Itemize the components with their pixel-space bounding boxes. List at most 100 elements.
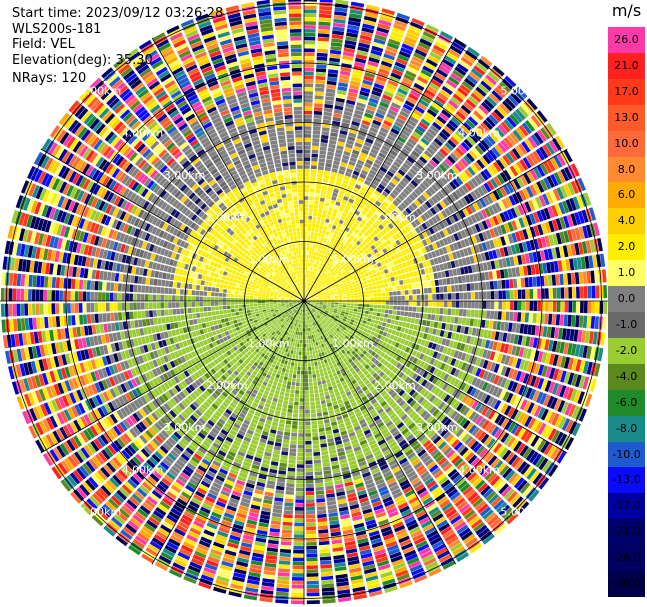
range-gate (373, 248, 379, 254)
range-gate (365, 222, 371, 229)
range-gate (390, 31, 404, 39)
range-gate (451, 301, 456, 308)
range-gate (347, 238, 353, 244)
range-gate (326, 84, 336, 90)
range-gate (432, 44, 446, 54)
range-gate (308, 282, 310, 287)
range-gate (337, 279, 342, 283)
range-gate (322, 462, 331, 467)
range-gate (332, 26, 345, 32)
range-gate (306, 530, 317, 535)
range-gate (434, 314, 440, 321)
range-gate (327, 76, 338, 82)
range-gate (401, 107, 411, 115)
range-gate (312, 255, 316, 260)
range-gate (318, 244, 322, 249)
range-gate (305, 274, 307, 278)
range-gate (506, 301, 510, 310)
range-gate (386, 170, 395, 178)
range-gate (338, 219, 344, 225)
range-gate (304, 95, 313, 99)
start-time-label: Start time: 2023/09/12 03:26:28 (12, 6, 224, 21)
range-gate (338, 267, 343, 272)
range-gate (285, 420, 292, 425)
range-gate (321, 131, 330, 136)
range-gate (500, 139, 510, 151)
range-gate (319, 154, 326, 159)
range-gate (447, 293, 452, 300)
range-gate (304, 21, 316, 25)
range-gate (293, 370, 297, 375)
range-gate (358, 303, 362, 307)
range-gate (312, 142, 320, 147)
range-gate (406, 156, 416, 164)
range-gate (333, 252, 338, 257)
range-gate (324, 269, 328, 274)
range-gate (482, 154, 492, 165)
range-gate (489, 281, 494, 290)
range-gate (305, 405, 310, 410)
range-gate (294, 510, 304, 515)
range-gate (380, 127, 389, 134)
range-gate (397, 222, 404, 230)
range-gate (327, 257, 331, 262)
range-gate (297, 366, 301, 371)
range-gate (372, 119, 382, 127)
range-gate (304, 293, 306, 298)
range-gate (448, 215, 456, 224)
range-gate (594, 316, 599, 330)
range-gate (313, 122, 321, 127)
range-gate (365, 203, 372, 210)
range-gate (374, 176, 382, 183)
range-gate (370, 297, 374, 301)
range-gate (315, 83, 325, 88)
range-gate (310, 255, 314, 260)
range-gate (324, 166, 331, 172)
range-gate (402, 162, 411, 170)
range-gate (319, 287, 324, 291)
range-gate (304, 231, 307, 235)
range-gate (335, 226, 341, 232)
range-gate (296, 378, 300, 383)
range-gate (376, 240, 382, 246)
range-gate (499, 171, 509, 183)
range-gate (368, 311, 373, 315)
range-gate (325, 394, 331, 400)
range-gate (326, 357, 331, 363)
range-gate (391, 315, 396, 320)
range-gate (391, 102, 401, 110)
range-gate (405, 122, 415, 131)
range-gate (308, 274, 311, 279)
range-gate (388, 167, 397, 175)
range-gate (520, 103, 532, 116)
range-gate (331, 250, 336, 255)
range-gate (402, 279, 408, 285)
range-gate (352, 259, 357, 264)
range-gate (447, 205, 455, 214)
range-gate (344, 218, 350, 224)
range-gate (337, 223, 342, 228)
range-gate (330, 216, 336, 221)
range-gate (411, 312, 416, 318)
range-gate (296, 479, 304, 484)
range-gate (368, 130, 377, 137)
range-gate (450, 72, 462, 83)
range-gate (279, 462, 287, 468)
range-gate (319, 556, 332, 561)
range-gate (323, 255, 327, 260)
range-gate (455, 130, 465, 140)
range-gate (400, 47, 413, 55)
range-gate (329, 240, 334, 246)
range-gate (293, 545, 304, 550)
range-gate (422, 115, 433, 124)
range-gate (306, 282, 308, 286)
range-gate (323, 470, 332, 475)
range-gate (308, 287, 311, 291)
range-gate (434, 72, 446, 82)
range-gate (524, 277, 529, 288)
range-gate (319, 146, 327, 151)
range-gate (529, 301, 534, 311)
range-gate (395, 117, 406, 125)
range-gate (438, 279, 443, 286)
range-gate (348, 254, 353, 259)
